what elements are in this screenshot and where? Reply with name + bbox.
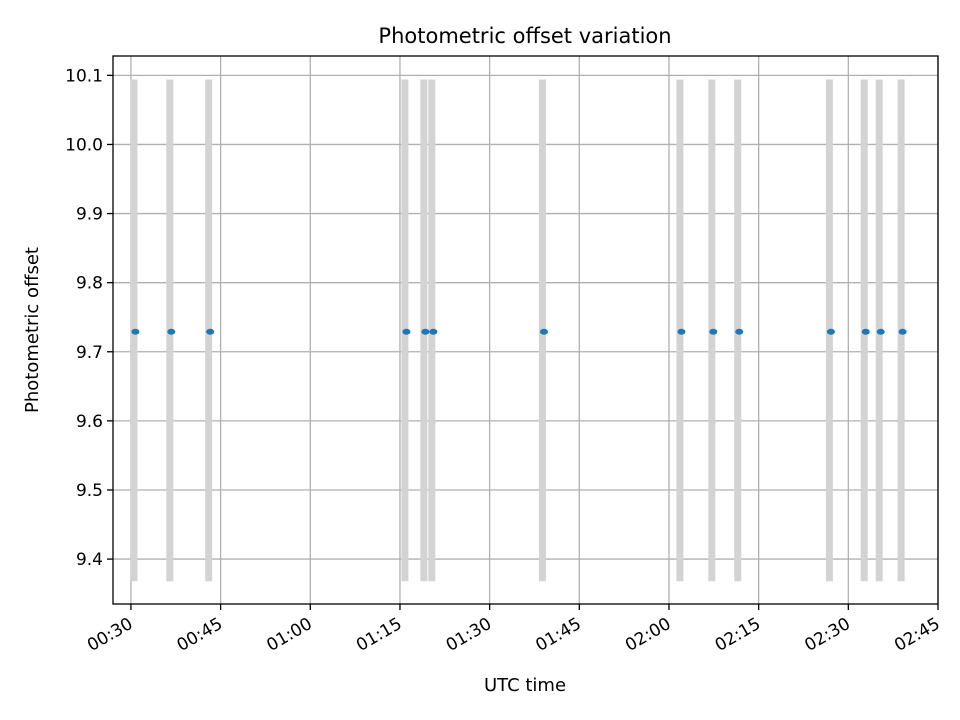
data-point bbox=[898, 328, 907, 335]
data-point bbox=[206, 328, 215, 335]
point-layer bbox=[131, 328, 907, 335]
data-point bbox=[709, 328, 718, 335]
grid-layer bbox=[113, 56, 939, 604]
y-tick-label: 9.4 bbox=[76, 550, 103, 570]
y-tick-label: 9.9 bbox=[76, 205, 103, 225]
chart-title: Photometric offset variation bbox=[378, 24, 671, 48]
y-tick-label: 10.0 bbox=[65, 135, 103, 155]
y-tick-label: 10.1 bbox=[65, 66, 103, 86]
data-point bbox=[677, 328, 686, 335]
data-point bbox=[539, 328, 548, 335]
data-point bbox=[167, 328, 176, 335]
data-point bbox=[876, 328, 885, 335]
data-point bbox=[421, 328, 430, 335]
data-point bbox=[861, 328, 870, 335]
y-tick-label: 9.7 bbox=[76, 343, 103, 363]
y-tick-label: 9.8 bbox=[76, 274, 103, 294]
data-point bbox=[131, 328, 140, 335]
plot-frame bbox=[112, 55, 939, 605]
data-point bbox=[735, 328, 744, 335]
data-point bbox=[826, 328, 835, 335]
y-axis-label: Photometric offset bbox=[22, 247, 43, 413]
data-point bbox=[402, 328, 411, 335]
y-axis-ticks: 9.4 9.5 9.6 9.7 9.8 9.9 10.0 10.1 bbox=[65, 66, 113, 570]
y-tick-label: 9.5 bbox=[76, 481, 103, 501]
y-tick-label: 9.6 bbox=[76, 412, 103, 432]
data-point bbox=[429, 328, 438, 335]
x-axis-label: UTC time bbox=[484, 675, 566, 696]
